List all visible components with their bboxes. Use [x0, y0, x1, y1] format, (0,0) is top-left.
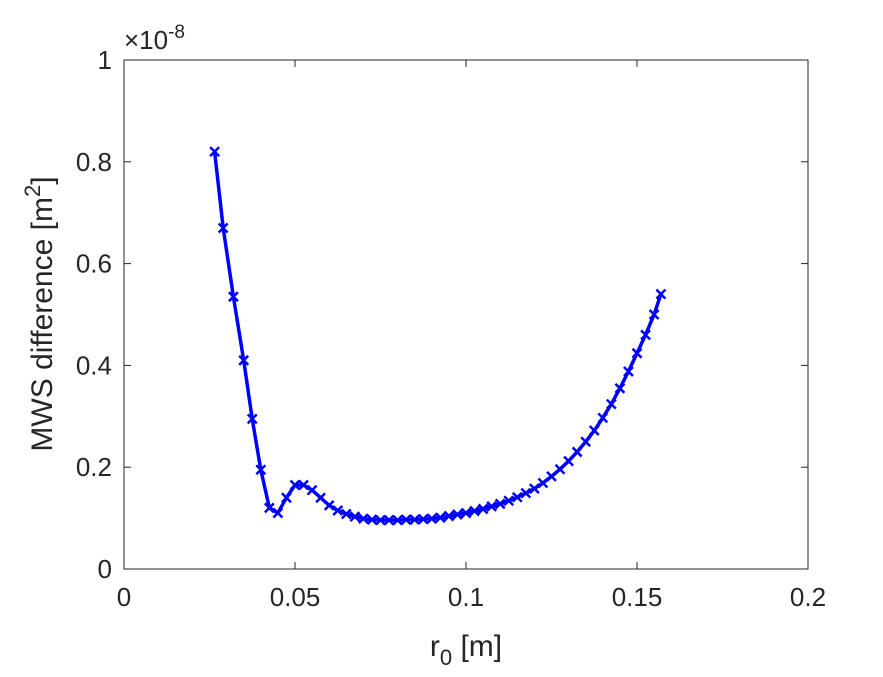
data-point-marker [315, 492, 327, 504]
data-point-marker [228, 291, 239, 303]
data-point-marker [588, 425, 600, 436]
data-point-marker [263, 502, 275, 514]
x-axis-label-unit: [m] [452, 630, 502, 663]
data-point-marker [494, 498, 506, 510]
data-point-marker [238, 354, 250, 366]
x-tick-label: 0.2 [790, 582, 826, 612]
data-point-marker [209, 146, 221, 158]
data-point-marker [246, 413, 258, 425]
data-point-marker [460, 507, 472, 519]
data-point-marker [477, 503, 489, 515]
data-point-marker [469, 505, 480, 517]
y-tick-label: 0 [98, 554, 112, 584]
data-point-marker [614, 382, 626, 394]
data-point-marker [571, 446, 583, 458]
data-point-marker [640, 329, 651, 341]
data-point-marker [409, 514, 421, 526]
data-point-marker [554, 463, 566, 475]
data-point-marker [580, 436, 592, 448]
axis-ticks: 0 0.05 0.1 0.15 0.2 0 0.2 0.4 0.6 0.8 1 [76, 45, 826, 612]
data-point-marker [511, 491, 523, 503]
x-axis-label: r0 [m] [430, 630, 502, 670]
x-axis-label-subscript: 0 [440, 645, 452, 670]
y-tick-label: 0.8 [76, 147, 112, 177]
data-point-marker [349, 511, 361, 522]
data-point-marker [655, 288, 667, 300]
y-tick-label: 0.4 [76, 350, 112, 380]
data-point-marker [400, 514, 412, 526]
data-point-marker [529, 483, 540, 494]
plot-area [124, 60, 808, 569]
data-point-marker [392, 514, 403, 526]
data-point-marker [503, 495, 515, 507]
data-point-marker [289, 479, 301, 491]
data-point-marker [648, 309, 660, 320]
data-point-marker [417, 513, 429, 525]
data-point-marker [281, 492, 292, 504]
data-point-marker [366, 514, 378, 526]
data-point-marker [332, 505, 344, 516]
data-point-marker [546, 470, 557, 482]
data-point-marker [255, 464, 267, 476]
data-point-marker [537, 477, 549, 489]
data-point-marker [597, 412, 609, 424]
y-exponent-label: ×10-8 [124, 22, 185, 55]
data-point-marker [426, 513, 438, 524]
data-point-marker [486, 501, 498, 512]
data-point-marker [631, 347, 643, 359]
data-point-marker [298, 479, 309, 491]
x-tick-label: 0.15 [612, 582, 663, 612]
data-point-marker [383, 514, 395, 526]
y-axis-label: MWS difference [m2] [20, 176, 59, 451]
data-point-marker [623, 366, 634, 377]
x-tick-label: 0.05 [270, 582, 321, 612]
data-point-marker [563, 455, 574, 467]
data-point-marker [452, 509, 463, 520]
y-axis-label-close: ] [26, 176, 59, 184]
x-tick-label: 0 [117, 582, 131, 612]
axes-box [123, 59, 809, 570]
x-tick-label: 0.1 [448, 582, 484, 612]
data-point-marker [605, 398, 617, 410]
data-point-marker [520, 487, 532, 499]
y-tick-label: 0.6 [76, 249, 112, 279]
data-point-marker [323, 499, 335, 511]
data-point-marker [434, 512, 446, 523]
y-exponent-power: -8 [168, 22, 185, 43]
data-point-marker [340, 508, 352, 520]
data-point-marker [358, 513, 369, 524]
y-tick-label: 0.2 [76, 452, 112, 482]
data-point-marker [217, 222, 229, 234]
data-point-marker [272, 507, 284, 519]
y-tick-label: 1 [98, 45, 112, 75]
data-point-marker [375, 514, 386, 526]
series-group [209, 146, 667, 526]
y-axis-label-superscript: 2 [20, 185, 45, 197]
data-point-marker [443, 510, 455, 522]
data-point-marker [306, 484, 318, 496]
